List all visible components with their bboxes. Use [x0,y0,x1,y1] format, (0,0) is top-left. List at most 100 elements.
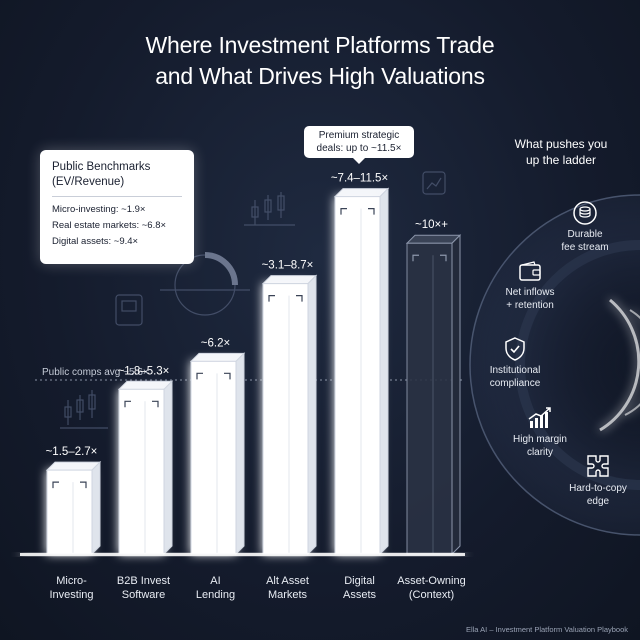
chart-baseline [20,553,465,556]
callout-line-2: deals: up to ~11.5× [316,143,402,154]
bar-corner-mark [340,208,347,215]
bar-front-face [190,360,237,555]
reference-line-group: Public comps avg ~5.6× [35,367,462,381]
category-label: Alt Asset Markets [266,575,309,601]
driver-institutional-compliance: Institutional compliance [475,336,555,390]
coin-stack-icon [573,201,597,225]
bar-side-face [163,380,173,556]
driver-label-line: Hard-to-copy [569,483,627,494]
shield-check-icon [505,337,525,361]
bar-side-face [91,460,101,556]
data-label: ~6.2× [201,337,230,349]
data-labels-group: ~1.5–2.7× ~1.8–5.3× ~6.2× ~3.1–8.7× ~7.4–11.… [46,173,449,458]
bar-corner-mark [440,254,447,262]
bar-corner-mark [224,372,231,380]
category-label: Asset-Owning (Context) [397,575,465,601]
bar-corner-mark [196,372,203,380]
category-label-line: Alt Asset [266,575,309,587]
data-label: ~1.5–2.7× [46,446,98,458]
category-label: Digital Assets [343,575,377,601]
driver-net-inflows: Net inflows + retention [490,260,570,312]
driver-label-line: edge [586,496,610,507]
category-label-line: Digital [344,575,375,587]
bar-top-face [405,234,462,244]
benchmarks-title: Public Benchmarks (EV/Revenue) [52,160,182,190]
data-label: ~1.8–5.3× [118,365,170,377]
data-label: ~3.1–8.7× [262,260,314,272]
bar-top-face [261,275,318,285]
bar-front-face [406,242,453,555]
bar-corner-mark [152,400,159,408]
bar-front-face [46,469,93,555]
category-label-line: B2B Invest [117,575,170,587]
bar-top-face [189,352,246,362]
benchmark-row: Micro-investing: ~1.9× [52,204,146,215]
bar-corner-mark [80,481,87,489]
chart-title-line-2: and What Drives High Valuations [155,63,485,89]
benchmark-row: Digital assets: ~9.4× [52,236,139,247]
bar-corner-mark [124,400,131,408]
driver-label-line: compliance [489,378,541,389]
benchmarks-title-line-1: Public Benchmarks [52,161,151,173]
drivers-title: What pushes you up the ladder [496,136,626,168]
decorative-graphics [60,171,446,429]
data-label: ~10×+ [415,219,448,231]
bar-4 [333,187,390,556]
bar-front-face [262,283,309,555]
puzzle-icon [587,455,609,477]
bar-side-face [379,187,389,556]
wallet-icon [519,261,541,281]
category-label-line: Investing [49,589,93,601]
driver-label-line: fee stream [561,242,609,253]
category-label: Micro- Investing [49,575,93,601]
category-label: AI Lending [196,575,235,601]
category-label-line: Asset-Owning [397,575,465,587]
bar-corner-mark [296,295,303,302]
category-label-line: AI [210,575,220,587]
benchmarks-title-line-2: (EV/Revenue) [52,176,125,188]
benchmarks-divider [52,196,182,197]
bar-top-face [117,380,174,390]
premium-deals-callout: Premium strategic deals: up to ~11.5× [304,126,414,164]
public-benchmarks-card: Public Benchmarks (EV/Revenue) Micro-inv… [40,150,194,264]
bar-corner-mark [412,254,419,262]
driver-label-line: Net inflows [505,287,555,298]
bar-3 [261,274,318,556]
bar-corner-mark [368,208,375,215]
bar-side-face [235,352,245,556]
bar-side-face [307,274,317,556]
bar-top-face [45,461,102,471]
growth-chart-icon [528,407,551,428]
bar-2 [189,352,246,556]
driver-high-margin-clarity: High margin clarity [500,405,580,459]
drivers-title-line-2: up the ladder [525,153,597,167]
driver-hard-to-copy-edge: Hard-to-copy edge [558,452,638,508]
chart-title: Where Investment Platforms Trade and Wha… [0,30,640,92]
category-label-line: (Context) [409,589,454,601]
callout-line-1: Premium strategic [318,130,400,141]
data-label: ~7.4–11.5× [331,173,388,185]
category-label-line: Micro- [56,575,87,587]
driver-label-line: Durable [567,229,603,240]
driver-label-line: High margin [513,434,567,445]
driver-label-line: clarity [526,447,554,458]
footer-credit: Ella AI – Investment Platform Valuation … [465,625,628,634]
driver-durable-fee-stream: Durable fee stream [545,200,625,254]
benchmark-row: Real estate markets: ~6.8× [52,220,167,231]
bar-side-face [451,234,461,556]
bar-5 [405,234,462,556]
category-label-line: Lending [196,589,235,601]
bar-corner-mark [52,481,59,489]
category-label-line: Assets [343,589,377,601]
category-label: B2B Invest Software [117,575,170,601]
drivers-title-line-1: What pushes you [514,137,608,151]
chart-title-line-1: Where Investment Platforms Trade [145,32,495,58]
bar-front-face [334,196,381,555]
bar-0 [45,460,102,556]
category-labels-group: Micro- Investing B2B Invest Software AI Lendi… [49,575,465,601]
driver-label-line: + retention [506,300,554,311]
driver-label-line: Institutional [489,365,541,376]
bars-group [45,187,462,556]
category-label-line: Software [122,589,165,601]
